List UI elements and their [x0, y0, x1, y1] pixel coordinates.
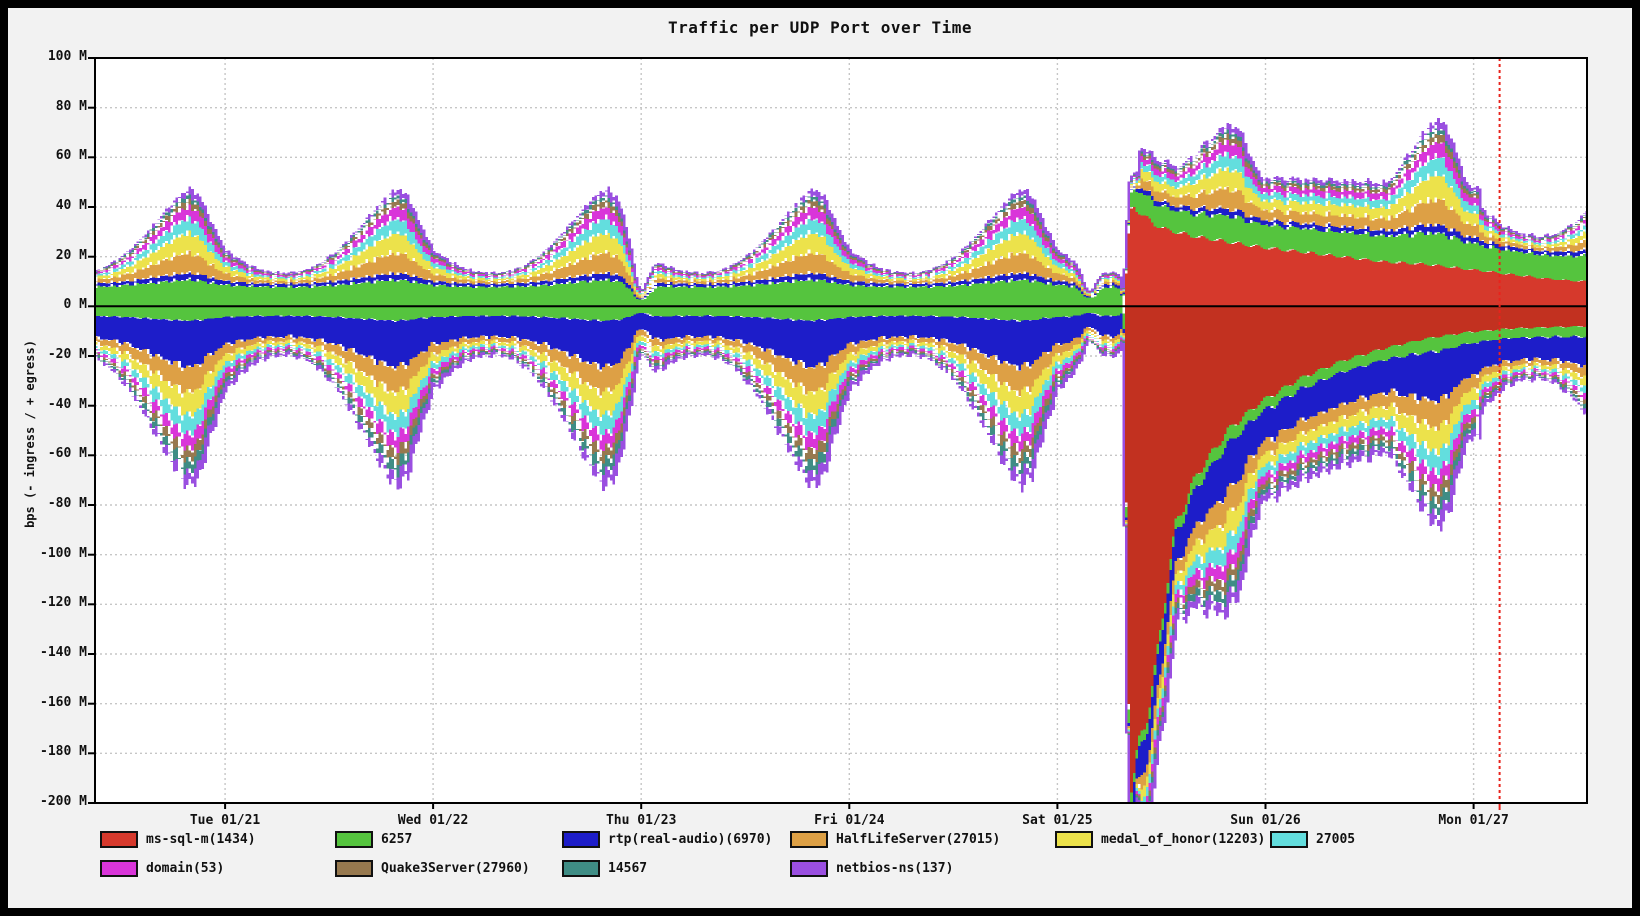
x-axis-day-label: Thu 01/23 — [605, 813, 677, 828]
x-axis-day-label: Sat 01/25 — [1022, 813, 1093, 828]
x-axis-day-label: Fri 01/24 — [814, 813, 885, 828]
y-axis-tick-label: -200 M — [40, 794, 87, 809]
egress-band-3 — [95, 184, 1587, 300]
x-axis-day-label: Mon 01/27 — [1438, 813, 1509, 828]
y-axis-tick-label: -20 M — [47, 347, 87, 362]
legend-item: rtp(real-audio)(6970) — [562, 830, 772, 848]
legend-item: 6257 — [335, 830, 412, 848]
legend-label: rtp(real-audio)(6970) — [608, 831, 773, 847]
legend-label: ms-sql-m(1434) — [146, 831, 256, 847]
y-axis-tick-label: 60 M — [55, 148, 87, 164]
plot-border — [94, 57, 1588, 804]
y-axis-tick-label: -160 M — [40, 694, 87, 710]
legend-item: 27005 — [1270, 830, 1355, 848]
egress-band-4 — [95, 178, 1587, 299]
legend-swatch — [335, 859, 373, 877]
y-axis-tick-label: 80 M — [55, 98, 87, 114]
legend-item: domain(53) — [100, 859, 224, 877]
legend-label: netbios-ns(137) — [836, 860, 954, 876]
y-axis-tick-label: -60 M — [47, 446, 87, 462]
legend-swatch — [1270, 830, 1308, 848]
legend-label: medal_of_honor(12203) — [1101, 831, 1266, 847]
y-axis-tick-label: 100 M — [47, 49, 87, 64]
legend-label: 6257 — [381, 831, 413, 847]
legend-swatch — [100, 859, 138, 877]
egress-band-1 — [95, 206, 1587, 307]
x-axis-day-label: Wed 01/22 — [397, 813, 469, 828]
y-axis-tick-label: -140 M — [40, 645, 87, 660]
legend-label: Quake3Server(27960) — [381, 860, 530, 876]
legend-swatch — [790, 830, 828, 848]
egress-band-2 — [95, 187, 1587, 306]
legend-item: medal_of_honor(12203) — [1055, 830, 1265, 848]
legend-swatch — [100, 830, 138, 848]
legend-item: netbios-ns(137) — [790, 859, 953, 877]
ingress-band-1 — [95, 306, 1587, 803]
y-axis-tick-label: -100 M — [40, 545, 87, 561]
legend-item: ms-sql-m(1434) — [100, 830, 256, 848]
y-axis-tick-label: 20 M — [55, 247, 87, 263]
y-axis-tick-label: -120 M — [40, 595, 87, 611]
ingress-band-3 — [95, 313, 1587, 803]
y-axis-tick-label: 0 M — [63, 297, 87, 313]
plot-background — [95, 58, 1587, 803]
legend-swatch — [562, 859, 600, 877]
legend-swatch — [790, 859, 828, 877]
legend-label: HalfLifeServer(27015) — [836, 831, 1001, 847]
egress-band-6 — [95, 151, 1587, 295]
chart-title: Traffic per UDP Port over Time — [668, 18, 972, 37]
x-axis-day-label: Tue 01/21 — [189, 813, 261, 828]
legend-label: 14567 — [608, 860, 648, 876]
y-axis-tick-label: 40 M — [55, 198, 87, 213]
egress-band-7 — [95, 137, 1587, 294]
legend-item: 14567 — [562, 859, 647, 877]
legend-label: 27005 — [1316, 831, 1356, 847]
legend-swatch — [335, 830, 373, 848]
legend-item: Quake3Server(27960) — [335, 859, 530, 877]
legend-label: domain(53) — [146, 860, 225, 876]
plot-area — [88, 57, 1588, 810]
y-axis-tick-label: -80 M — [47, 496, 87, 511]
x-axis-day-label: Sun 01/26 — [1230, 813, 1301, 828]
legend-swatch — [1055, 830, 1093, 848]
y-axis-tick-label: -40 M — [47, 396, 87, 412]
legend-swatch — [562, 830, 600, 848]
legend-item: HalfLifeServer(27015) — [790, 830, 1000, 848]
y-axis-tick-label: -180 M — [40, 744, 87, 760]
